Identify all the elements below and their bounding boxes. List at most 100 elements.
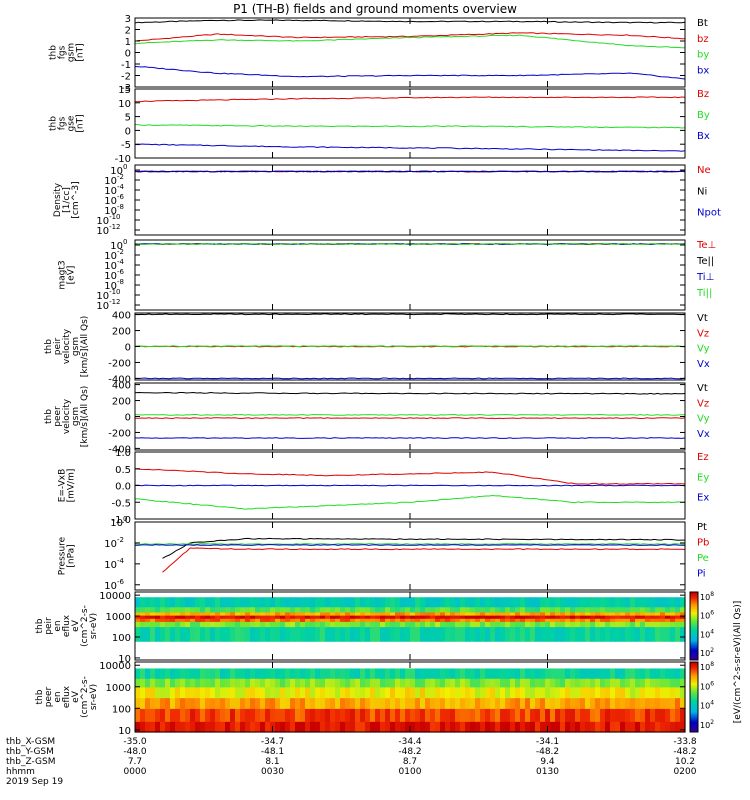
spectrogram-cell — [180, 621, 186, 628]
spectrogram-cell — [415, 697, 421, 709]
spectrogram-cell — [620, 668, 626, 679]
spectrogram-cell — [165, 621, 171, 628]
spectrogram-cell — [320, 618, 326, 622]
y-axis-label-line: [eV] — [67, 266, 77, 285]
spectrogram-cell — [510, 697, 516, 709]
spectrogram-cell — [450, 708, 456, 722]
spectrogram-cell — [300, 668, 306, 679]
x-tick-label: 0100 — [399, 767, 422, 777]
spectrogram-cell — [155, 708, 161, 722]
spectrogram-cell — [510, 615, 516, 619]
spectrogram-cell — [610, 611, 616, 616]
spectrogram-cell — [395, 668, 401, 679]
spectrogram-cell — [420, 626, 426, 642]
spectrogram-cell — [600, 626, 606, 642]
spectrogram-cell — [175, 686, 181, 699]
spectrogram-cell — [555, 615, 561, 619]
spectrogram-cell — [635, 621, 641, 628]
spectrogram-cell — [385, 697, 391, 709]
spectrogram-cell — [600, 611, 606, 616]
spectrogram-cell — [345, 621, 351, 628]
spectrogram-cell — [160, 597, 166, 608]
spectrogram-cell — [230, 697, 236, 709]
spectrogram-cell — [530, 626, 536, 642]
spectrogram-cell — [625, 611, 631, 616]
spectrogram-cell — [225, 678, 231, 688]
colorbar-cell — [690, 709, 698, 712]
spectrogram-cell — [525, 678, 531, 688]
colorbar-cell — [690, 723, 698, 726]
spectrogram-cell — [675, 606, 681, 613]
spectrogram-cell — [400, 686, 406, 699]
spectrogram-cell — [265, 697, 271, 709]
spectrogram-cell — [530, 621, 536, 628]
spectrogram-cell — [290, 597, 296, 608]
spectrogram-cell — [585, 606, 591, 613]
spectrogram-cell — [405, 721, 411, 733]
spectrogram-cell — [245, 708, 251, 722]
spectrogram-cell — [595, 615, 601, 619]
spectrogram-cell — [180, 678, 186, 688]
spectrogram-cell — [670, 678, 676, 688]
spectrogram-cell — [450, 606, 456, 613]
spectrogram-cell — [255, 668, 261, 679]
spectrogram-cell — [140, 615, 146, 619]
spectrogram-cell — [170, 611, 176, 616]
spectrogram-cell — [435, 611, 441, 616]
spectrogram-cell — [495, 697, 501, 709]
spectrogram-cell — [480, 721, 486, 733]
spectrogram-cell — [200, 678, 206, 688]
colorbar-cell — [690, 598, 698, 601]
spectrogram-cell — [510, 618, 516, 622]
spectrogram-cell — [550, 615, 556, 619]
spectrogram-cell — [425, 697, 431, 709]
spectrogram-cell — [175, 697, 181, 709]
spectrogram-cell — [635, 721, 641, 733]
spectrogram-cell — [290, 618, 296, 622]
spectrogram-cell — [395, 678, 401, 688]
spectrogram-cell — [420, 668, 426, 679]
spectrogram-cell — [145, 686, 151, 699]
spectrogram-cell — [360, 611, 366, 616]
spectrogram-cell — [410, 618, 416, 622]
spectrogram-cell — [320, 668, 326, 679]
spectrogram-cell — [320, 697, 326, 709]
spectrogram-cell — [200, 626, 206, 642]
colorbar-tick-label: 108 — [700, 591, 714, 602]
spectrogram-cell — [490, 626, 496, 642]
spectrogram-cell — [400, 668, 406, 679]
spectrogram-cell — [245, 668, 251, 679]
colorbar-tick-label: 106 — [700, 610, 714, 621]
spectrogram-cell — [215, 668, 221, 679]
spectrogram-cell — [375, 721, 381, 733]
spectrogram-cell — [585, 611, 591, 616]
spectrogram-cell — [590, 621, 596, 628]
spectrogram-cell — [150, 606, 156, 613]
spectrogram-cell — [515, 621, 521, 628]
spectrogram-cell — [450, 668, 456, 679]
spectrogram-cell — [200, 611, 206, 616]
y-axis-label: magt3 [eV] — [58, 260, 77, 289]
spectrogram-cell — [155, 621, 161, 628]
spectrogram-cell — [625, 697, 631, 709]
spectrogram-cell — [420, 615, 426, 619]
spectrogram-cell — [600, 621, 606, 628]
spectrogram-cell — [465, 721, 471, 733]
spectrogram-cell — [380, 686, 386, 699]
spectrogram-cell — [315, 686, 321, 699]
spectrogram-cell — [370, 606, 376, 613]
spectrogram-cell — [580, 708, 586, 722]
legend-label: bx — [697, 65, 709, 76]
spectrogram-cell — [290, 697, 296, 709]
spectrogram-cell — [515, 597, 521, 608]
spectrogram-cell — [335, 626, 341, 642]
spectrogram-cell — [510, 621, 516, 628]
spectrogram-cell — [315, 626, 321, 642]
spectrogram-cell — [235, 697, 241, 709]
spectrogram-cell — [300, 597, 306, 608]
spectrogram-cell — [405, 708, 411, 722]
spectrogram-cell — [250, 618, 256, 622]
spectrogram-cell — [240, 618, 246, 622]
spectrogram-cell — [555, 597, 561, 608]
spectrogram-cell — [570, 615, 576, 619]
